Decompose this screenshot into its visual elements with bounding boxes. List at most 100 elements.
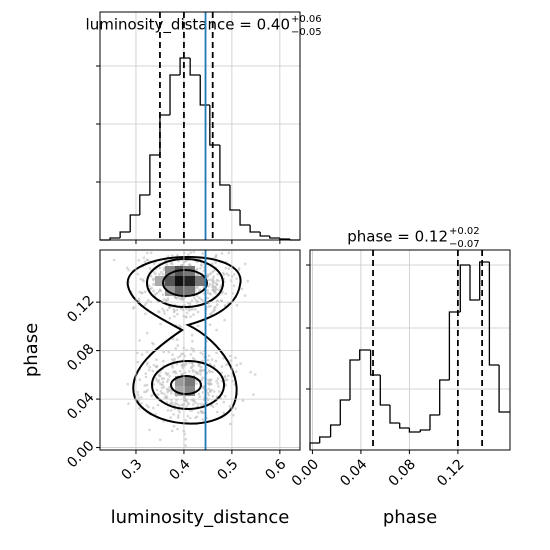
scatter-dot (209, 304, 212, 308)
scatter-dot (233, 273, 236, 276)
scatter-dot (179, 369, 182, 373)
scatter-dot (194, 416, 197, 420)
histogram-step (339, 399, 350, 425)
scatter-dot (148, 365, 151, 369)
scatter-dot (227, 273, 230, 277)
scatter-dot (166, 391, 169, 394)
scatter-dot (210, 312, 213, 315)
scatter-dot (152, 270, 156, 274)
scatter-dot (176, 427, 179, 431)
scatter-dot (161, 293, 165, 296)
scatter-dot (188, 361, 191, 365)
scatter-dot (162, 268, 166, 272)
histogram-step (329, 424, 341, 437)
scatter-dot (175, 362, 179, 366)
scatter-dot (201, 359, 204, 363)
scatter-dot (192, 348, 195, 351)
scatter-dot (166, 409, 170, 412)
scatter-dot (198, 364, 201, 368)
scatter-dot (196, 286, 200, 290)
histogram-step (279, 238, 290, 240)
scatter-dot (206, 378, 210, 382)
scatter-dot (218, 390, 221, 393)
scatter-dot (167, 350, 171, 354)
histogram-step (459, 264, 470, 312)
scatter-dot (220, 299, 224, 303)
scatter-dot (189, 315, 192, 318)
x-axis-label: luminosity_distance (111, 507, 290, 528)
scatter-dot (191, 308, 194, 311)
histogram-step (179, 57, 191, 75)
scatter-dot (227, 267, 231, 271)
scatter-dot (163, 395, 167, 399)
scatter-dot (186, 414, 190, 418)
scatter-dot (206, 275, 209, 279)
scatter-dot (140, 353, 144, 356)
scatter-dot (150, 394, 153, 398)
scatter-dot (167, 378, 170, 381)
scatter-dot (185, 398, 188, 401)
scatter-dot (214, 292, 218, 295)
histogram-step (259, 232, 270, 237)
scatter-dot (146, 361, 149, 365)
scatter-dot (213, 308, 216, 312)
scatter-dot (211, 394, 215, 398)
scatter-dot (201, 418, 205, 421)
scatter-dot (201, 299, 205, 302)
scatter-dot (155, 291, 159, 295)
scatter-dot (222, 411, 225, 415)
scatter-dot (235, 277, 238, 281)
scatter-dot (165, 396, 169, 400)
scatter-dot (187, 370, 191, 373)
scatter-dot (162, 298, 166, 301)
scatter-dot (190, 299, 194, 302)
scatter-dot (235, 303, 239, 307)
scatter-dot (224, 266, 228, 270)
scatter-dot (132, 306, 136, 309)
scatter-dot (138, 407, 141, 410)
histogram-step (189, 58, 201, 76)
scatter-dot (229, 422, 232, 426)
scatter-dot (210, 382, 213, 386)
scatter-dot (189, 251, 192, 254)
scatter-dot (201, 391, 205, 394)
scatter-dot (187, 263, 191, 267)
scatter-dot (206, 289, 209, 292)
histogram-step (488, 262, 500, 366)
scatter-dot (176, 344, 180, 347)
scatter-dot (227, 374, 230, 378)
scatter-dot (197, 411, 200, 414)
scatter-dot (169, 409, 173, 412)
scatter-dot (155, 364, 159, 368)
scatter-dot (147, 368, 151, 372)
scatter-dot (162, 392, 166, 396)
scatter-dot (195, 294, 199, 298)
scatter-dot (206, 382, 210, 385)
scatter-dot (239, 362, 242, 365)
scatter-dot (171, 337, 175, 341)
histogram-step (469, 265, 480, 301)
scatter-dot (195, 268, 198, 272)
scatter-dot (193, 399, 196, 403)
scatter-dot (207, 393, 211, 397)
scatter-dot (155, 388, 159, 392)
scatter-dot (180, 403, 184, 407)
scatter-dot (215, 283, 219, 287)
histogram-step (269, 236, 280, 239)
scatter-dot (157, 379, 161, 382)
scatter-dot (160, 391, 164, 395)
x-tick-label: 0.12 (434, 456, 467, 489)
scatter-dot (214, 261, 217, 264)
histogram-step (408, 428, 421, 433)
scatter-dot (215, 410, 219, 414)
scatter-dot (145, 331, 149, 335)
histogram-step (109, 237, 121, 240)
scatter-dot (162, 359, 165, 363)
scatter-dot (140, 402, 143, 405)
scatter-dot (154, 377, 158, 380)
scatter-dot (235, 363, 239, 367)
scatter-dot (211, 285, 214, 288)
scatter-dot (127, 268, 130, 272)
scatter-dot (217, 279, 220, 283)
scatter-dot (199, 267, 202, 270)
